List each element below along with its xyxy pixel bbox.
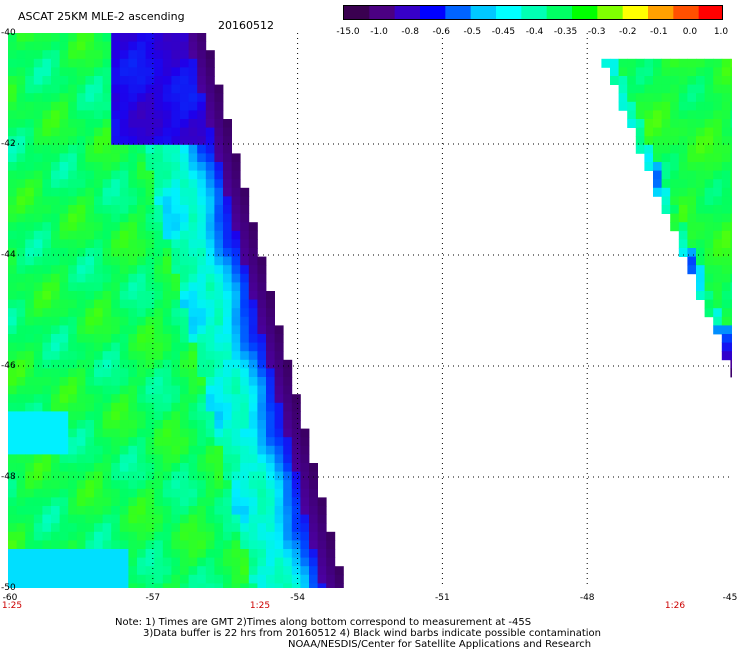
graticule — [8, 33, 732, 588]
latitude-label: -46 — [1, 361, 16, 371]
longitude-label: -48 — [579, 593, 595, 603]
colorbar-tick-label: -0.8 — [401, 27, 419, 37]
longitude-label: -45 — [722, 593, 738, 603]
time-label-right: 1:26 — [664, 601, 686, 611]
note-line-3: NOAA/NESDIS/Center for Satellite Applica… — [288, 639, 592, 650]
colorbar-tick-label: -0.35 — [553, 27, 578, 37]
longitude-label: -60 — [2, 593, 18, 603]
latitude-label: -42 — [1, 139, 16, 149]
note-line-1: Note: 1) Times are GMT 2)Times along bot… — [115, 617, 532, 628]
note-line-2: 3)Data buffer is 22 hrs from 20160512 4)… — [143, 628, 601, 639]
colorbar-tick-label: -0.1 — [650, 27, 668, 37]
time-label-middle: 1:25 — [249, 601, 271, 611]
longitude-label: -57 — [145, 593, 161, 603]
map-title: ASCAT 25KM MLE-2 ascending — [18, 10, 185, 23]
latitude-label: -48 — [1, 472, 16, 482]
longitude-label: -54 — [290, 593, 305, 603]
colorbar-segment — [648, 6, 674, 19]
colorbar-tick-label: 0.0 — [682, 27, 698, 37]
colorbar-segment — [572, 6, 598, 19]
colorbar-segment — [394, 6, 421, 19]
colorbar-tick-label: -0.45 — [491, 27, 516, 37]
longitude-label: -51 — [435, 593, 450, 603]
colorbar-tick-label: -0.2 — [618, 27, 637, 37]
colorbar-tick-label: -15.0 — [336, 27, 360, 37]
colorbar-tick-label: -0.6 — [432, 27, 451, 37]
colorbar-tick-label: -0.5 — [463, 27, 482, 37]
colorbar-segment — [597, 6, 624, 19]
colorbar-segment — [369, 6, 396, 19]
swath-pixels — [8, 33, 732, 588]
colorbar-tick-label: -1.0 — [370, 27, 388, 37]
colorbar-segment — [546, 6, 573, 19]
time-label-left: 1:25 — [1, 601, 23, 611]
colorbar-segment — [445, 6, 472, 19]
colorbar-segment — [496, 6, 522, 19]
latitude-label: -44 — [1, 250, 16, 260]
colorbar-segment — [344, 6, 370, 19]
colorbar-segment — [698, 6, 722, 19]
colorbar-segment — [673, 6, 700, 19]
colorbar-segment — [470, 6, 497, 19]
satellite-swath-map — [8, 33, 732, 588]
colorbar-segment — [521, 6, 548, 19]
colorbar-tick-label: -0.3 — [587, 27, 606, 37]
colorbar-segment — [420, 6, 446, 19]
colorbar — [343, 5, 723, 20]
latitude-label: -50 — [1, 583, 16, 593]
colorbar-tick-label: 1.0 — [713, 27, 729, 37]
map-date: 20160512 — [218, 19, 274, 32]
colorbar-segment — [622, 6, 649, 19]
colorbar-tick-label: -0.4 — [525, 27, 544, 37]
latitude-label: -40 — [1, 28, 16, 38]
